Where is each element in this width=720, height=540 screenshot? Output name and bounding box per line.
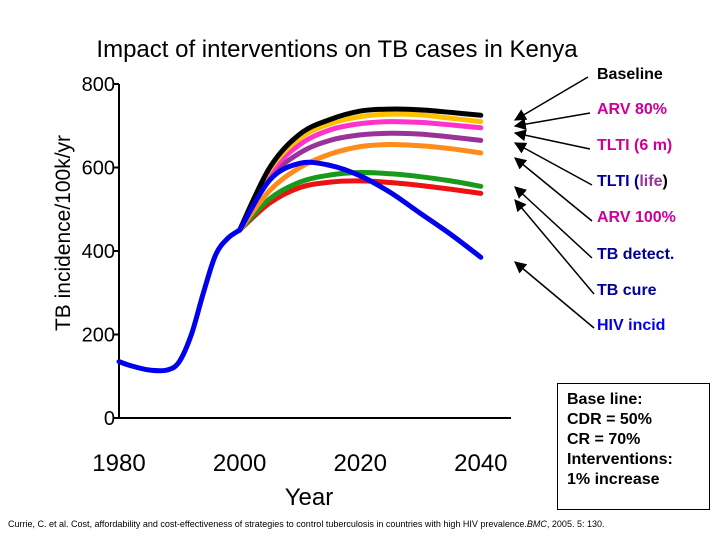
legend-label-baseline: Baseline	[597, 66, 663, 84]
legend-text-arv80: ARV 80%	[597, 101, 667, 118]
legend-label-tlti6m: TLTI (6 m)	[597, 137, 672, 155]
legend-text-tltilife-prefix: TLTI (	[597, 173, 640, 190]
y-tick-label: 200	[82, 325, 115, 347]
legend-text-tbdetect: TB detect.	[597, 246, 675, 263]
assumptions-box: Base line: CDR = 50% CR = 70% Interventi…	[557, 383, 710, 510]
legend-text-tlti6m: TLTI (6 m)	[597, 137, 673, 154]
legend-text-arv100: ARV 100%	[597, 209, 676, 226]
series-lines	[116, 106, 484, 374]
x-tick-label: 2040	[454, 450, 507, 477]
legend-arrow	[514, 199, 595, 295]
legend-text-hivincid: HIV incid	[597, 317, 666, 334]
citation-prefix: Currie, C. et al. Cost, affordability an…	[8, 519, 527, 529]
x-tick-label: 2000	[213, 450, 266, 477]
legend-arrow	[513, 112, 591, 131]
legend-arrow	[514, 157, 593, 222]
series-line	[237, 178, 484, 233]
note-line-baseline: Base line:	[567, 391, 643, 408]
series-line	[237, 169, 484, 233]
citation-journal: BMC	[526, 519, 547, 529]
y-tick-label: 800	[82, 74, 115, 96]
legend-arrow	[514, 186, 593, 259]
series-line	[237, 119, 484, 233]
citation-suffix: , 2005. 5: 130.	[546, 519, 605, 529]
legend-label-tltilife: TLTI (life)	[597, 173, 668, 191]
axes: 0 200 400 600 800 1980 2000 2020 2040	[82, 74, 511, 477]
x-axis-label: Year	[285, 484, 334, 511]
x-tick-label: 1980	[92, 450, 145, 477]
legend-text-tbcure: TB cure	[597, 282, 657, 299]
citation: Currie, C. et al. Cost, affordability an…	[8, 519, 604, 529]
series-line	[237, 106, 484, 233]
series-line	[237, 141, 484, 233]
series-line	[237, 130, 484, 233]
y-tick-label: 600	[82, 158, 115, 180]
note-line-cdr: CDR = 50%	[567, 411, 652, 428]
chart-title: Impact of interventions on TB cases in K…	[96, 36, 578, 63]
legend-label-arv100: ARV 100%	[597, 209, 676, 227]
series-line	[237, 159, 484, 260]
legend-arrows	[513, 76, 595, 329]
y-axis-label: TB incidence/100k/yr	[52, 135, 75, 331]
legend-text-tltilife-suffix: )	[662, 173, 668, 190]
legend-label-tbcure: TB cure	[597, 282, 657, 300]
x-tick-label: 2020	[334, 450, 387, 477]
history-line	[116, 227, 243, 374]
legend-arrow	[513, 142, 593, 186]
legend-label-hivincid: HIV incid	[597, 317, 665, 335]
legend-label-arv80: ARV 80%	[597, 101, 667, 119]
note-line-interventions: Interventions:	[567, 451, 673, 468]
note-line-increase: 1% increase	[567, 471, 660, 488]
legend-text-tltilife-inner: life	[639, 173, 663, 190]
legend-arrow	[513, 129, 591, 150]
legend-arrow	[514, 261, 595, 329]
legend-text-baseline: Baseline	[597, 66, 663, 83]
legend-label-tbdetect: TB detect.	[597, 246, 674, 264]
y-tick-label: 0	[104, 408, 115, 430]
y-tick-label: 400	[82, 241, 115, 263]
note-line-cr: CR = 70%	[567, 431, 641, 448]
legend-arrow	[513, 76, 589, 121]
